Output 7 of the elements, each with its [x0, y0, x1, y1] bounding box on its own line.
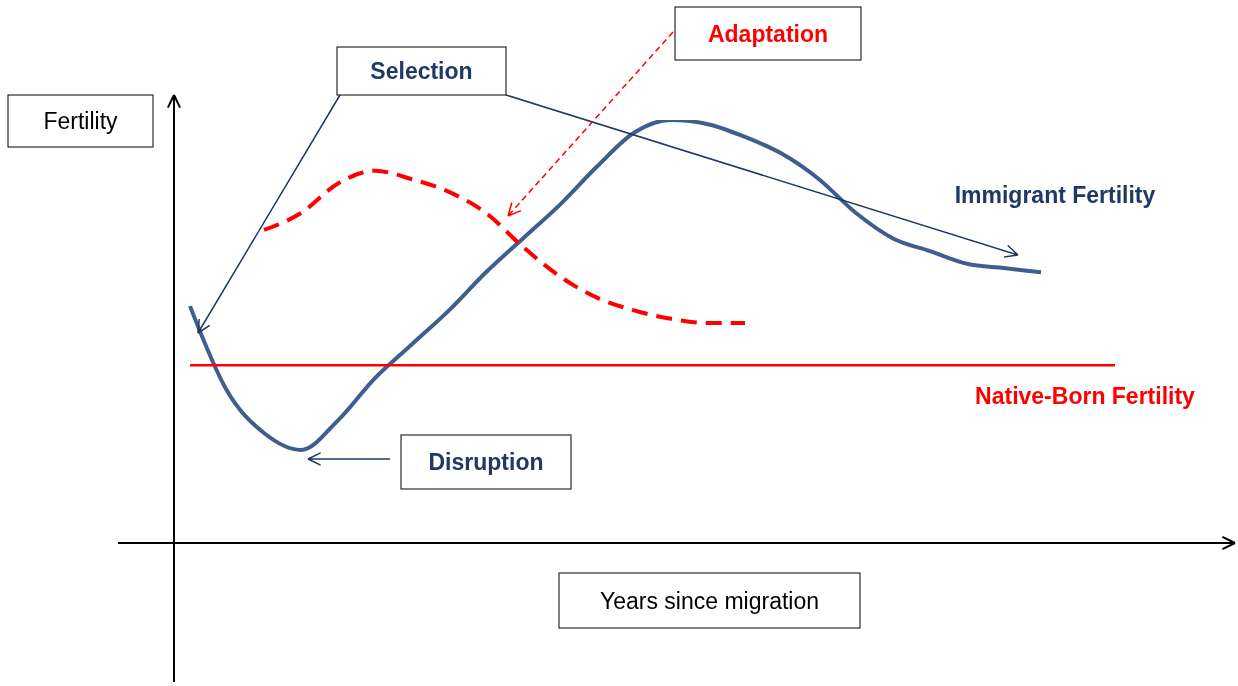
y-axis-title: Fertility [43, 108, 119, 134]
text: Adaptation [707, 20, 829, 47]
text: Selection [370, 58, 473, 84]
series-label: Native-Born Fertility [975, 383, 1196, 409]
x-axis-title: Years since migration [599, 587, 820, 614]
text: Immigrant Fertility [954, 182, 1156, 208]
annotation: Disruption [428, 449, 544, 475]
